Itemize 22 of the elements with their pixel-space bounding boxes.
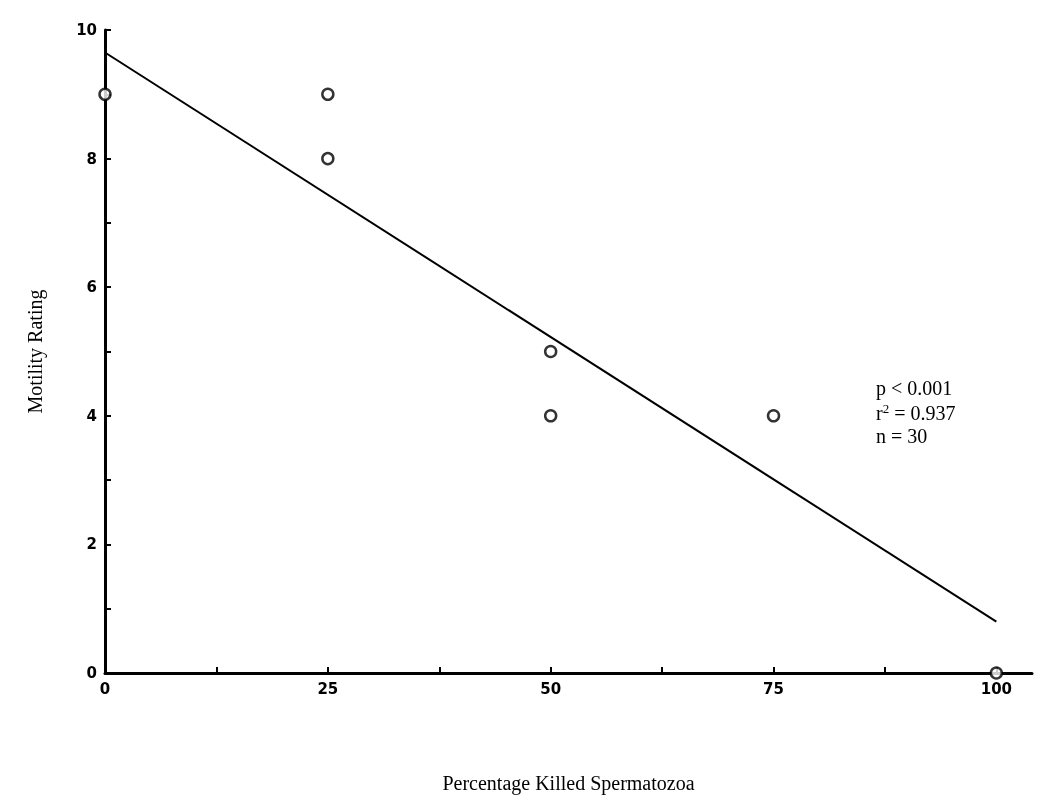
point bbox=[989, 666, 1004, 680]
point bbox=[766, 409, 781, 423]
x-tick-label: 75 bbox=[763, 679, 784, 698]
y-tick-label: 6 bbox=[86, 278, 97, 297]
point bbox=[98, 87, 112, 102]
x-axis-title: Percentage Killed Spermatozoa bbox=[442, 772, 695, 795]
x-tick-label: 25 bbox=[317, 679, 339, 698]
point bbox=[321, 87, 335, 102]
point bbox=[543, 409, 558, 423]
x-tick-label: 50 bbox=[540, 679, 562, 698]
x-tick-label: 0 bbox=[99, 679, 111, 698]
y-tick-label: 4 bbox=[86, 406, 97, 425]
y-tick-label: 8 bbox=[86, 149, 97, 168]
y-tick-label: 10 bbox=[76, 21, 97, 39]
annotation: p < 0.001 bbox=[876, 377, 953, 400]
point bbox=[543, 344, 558, 359]
y-tick-label: 2 bbox=[86, 535, 97, 554]
annotation: n = 30 bbox=[876, 425, 928, 447]
point bbox=[321, 151, 335, 166]
y-axis-title: Motility Rating bbox=[24, 289, 47, 414]
x-tick-label: 100 bbox=[980, 679, 1012, 698]
y-tick-label: 0 bbox=[86, 664, 97, 682]
